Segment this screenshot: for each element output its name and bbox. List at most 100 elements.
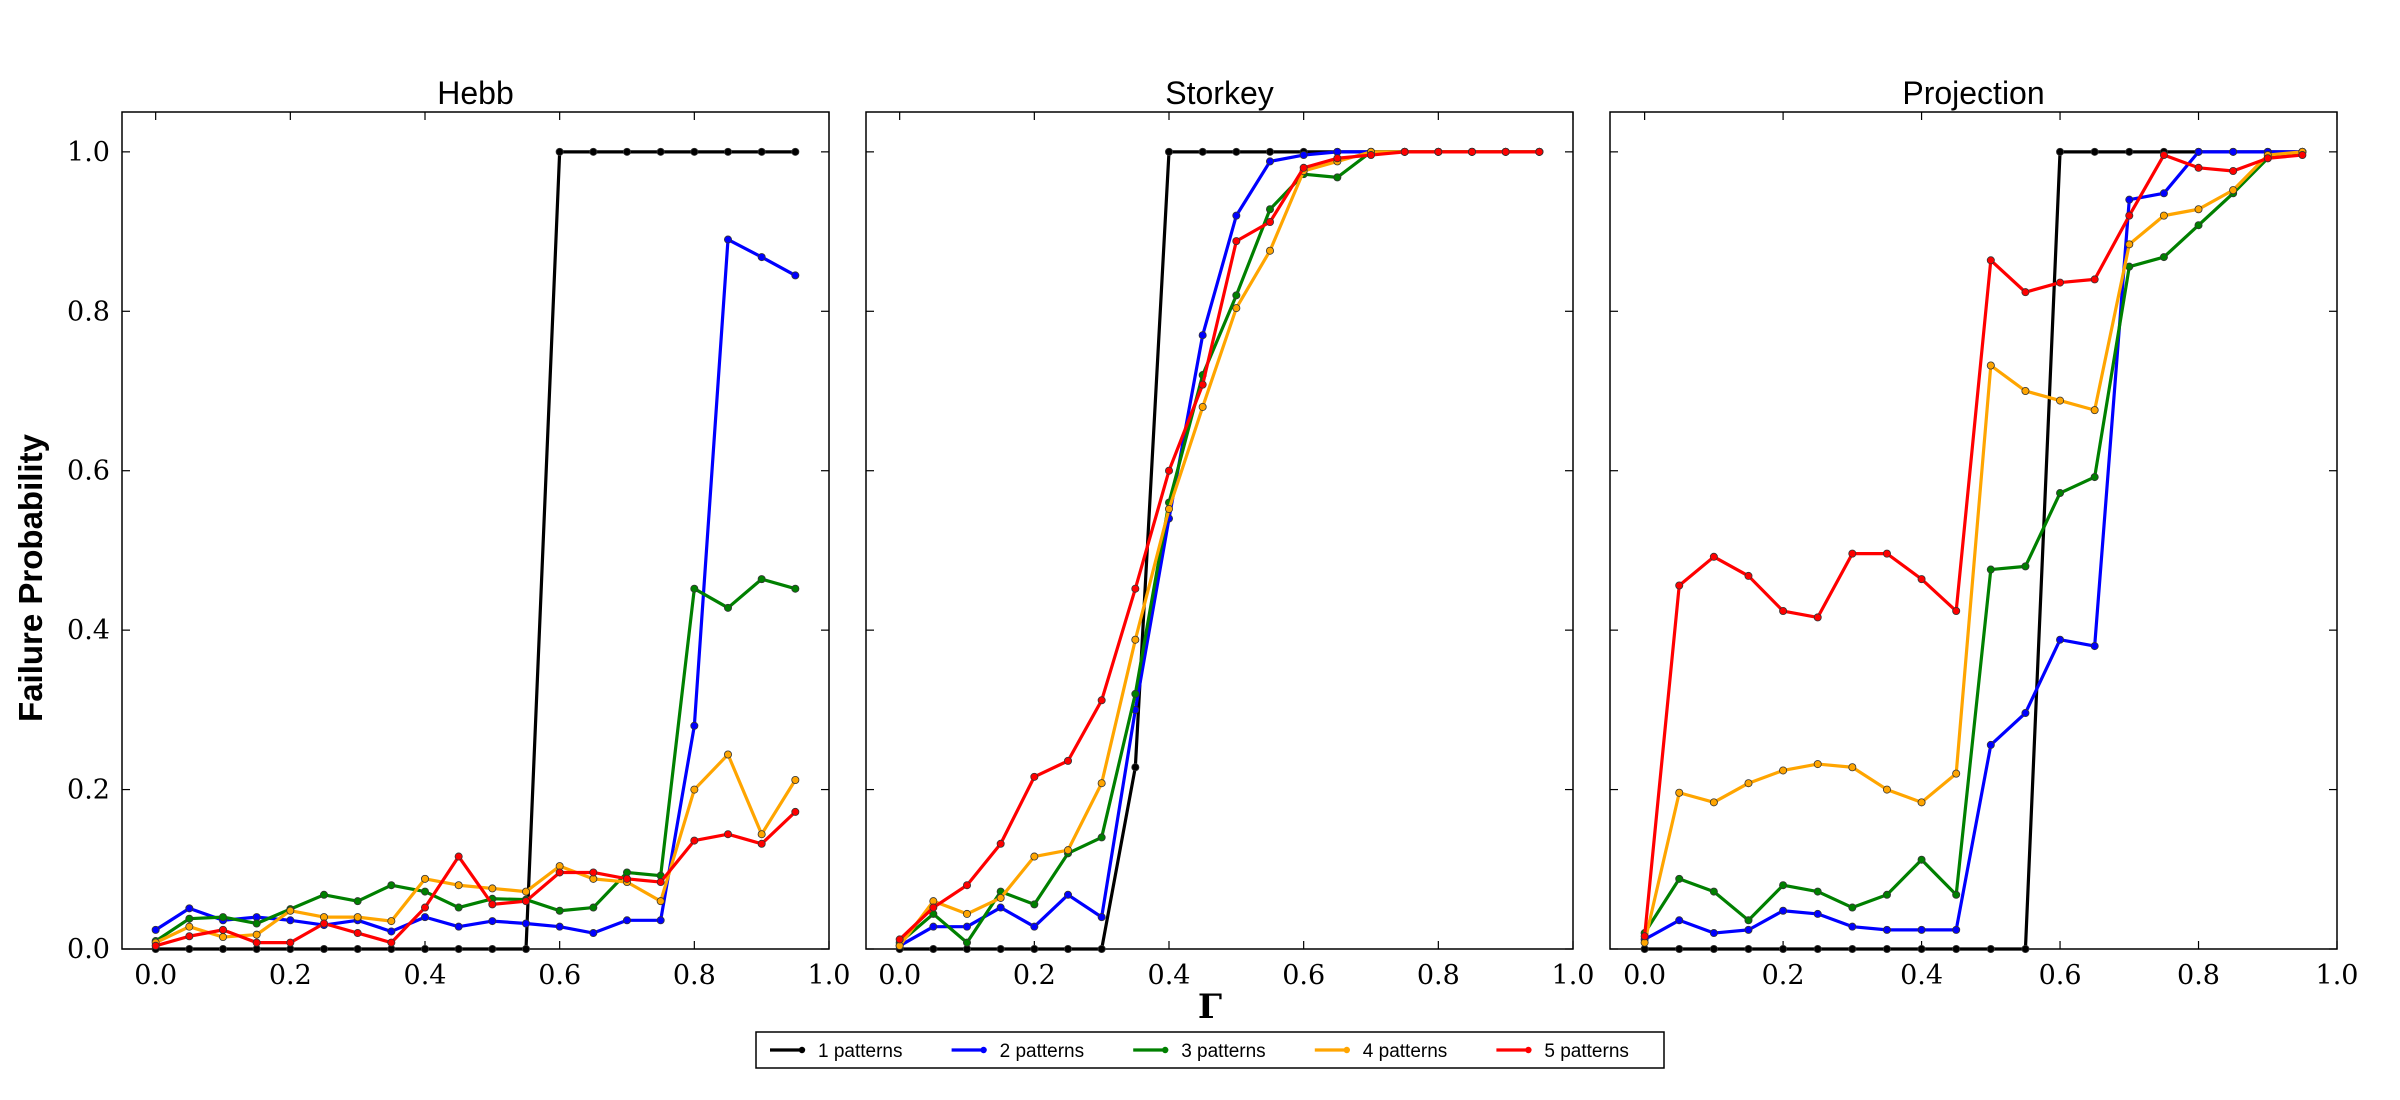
data-point-1-patterns [353, 945, 362, 954]
plot-frame [1609, 111, 2338, 950]
x-tick-label: 1.0 [808, 960, 851, 991]
data-point-1-patterns [218, 945, 227, 954]
x-tick-label: 0.2 [1762, 960, 1805, 991]
data-point-4-patterns [488, 884, 497, 893]
data-point-5-patterns [963, 881, 972, 890]
data-point-5-patterns [2159, 151, 2168, 160]
data-point-1-patterns [757, 147, 766, 156]
data-point-2-patterns [2194, 147, 2203, 156]
data-point-4-patterns [2125, 240, 2134, 249]
data-point-2-patterns [2229, 147, 2238, 156]
data-point-1-patterns [1198, 147, 1207, 156]
data-point-2-patterns [1709, 929, 1718, 938]
data-point-2-patterns [1030, 922, 1039, 931]
data-point-2-patterns [1675, 916, 1684, 925]
data-point-5-patterns [2021, 288, 2030, 297]
data-point-2-patterns [2090, 642, 2099, 651]
data-point-4-patterns [1030, 852, 1039, 861]
data-point-4-patterns [522, 887, 531, 896]
data-point-3-patterns [1986, 565, 1995, 574]
data-point-3-patterns [1848, 903, 1857, 912]
data-point-5-patterns [1501, 147, 1510, 156]
x-tick-label: 0.0 [878, 960, 921, 991]
data-point-4-patterns [2056, 396, 2065, 405]
data-point-2-patterns [1986, 740, 1995, 749]
data-point-2-patterns [2159, 189, 2168, 198]
data-point-2-patterns [1848, 922, 1857, 931]
data-point-3-patterns [690, 584, 699, 593]
data-point-1-patterns [1744, 945, 1753, 954]
data-point-2-patterns [1097, 913, 1106, 922]
data-point-5-patterns [1030, 772, 1039, 781]
series-line-5-patterns [898, 150, 1540, 941]
data-point-2-patterns [1882, 925, 1891, 934]
data-point-4-patterns [1709, 798, 1718, 807]
panel-storkey: Storkey 0.0 0.2 0.4 0.6 0.8 1.0 [865, 75, 1594, 991]
data-point-3-patterns [1675, 874, 1684, 883]
legend-marker [1525, 1046, 1532, 1054]
data-point-5-patterns [2090, 275, 2099, 284]
data-point-5-patterns [2229, 166, 2238, 175]
data-point-5-patterns [1198, 380, 1207, 389]
data-point-4-patterns [1986, 361, 1995, 370]
y-tick-label: 0.6 [67, 456, 110, 487]
panel-title: Projection [1902, 75, 2044, 111]
data-point-4-patterns [2090, 406, 2099, 415]
data-point-4-patterns [1232, 304, 1241, 313]
y-tick-label: 0.0 [67, 934, 110, 965]
data-point-3-patterns [1779, 881, 1788, 890]
x-tick-label: 0.0 [1623, 960, 1666, 991]
data-point-2-patterns [589, 929, 598, 938]
legend-marker [798, 1046, 806, 1054]
data-point-2-patterns [387, 927, 396, 936]
data-point-4-patterns [690, 785, 699, 794]
series-line-1-patterns [155, 150, 796, 951]
data-point-2-patterns [724, 235, 733, 244]
data-point-3-patterns [2194, 221, 2203, 230]
data-point-3-patterns [1744, 916, 1753, 925]
data-point-5-patterns [1535, 147, 1544, 156]
data-point-5-patterns [895, 935, 904, 944]
data-point-2-patterns [488, 917, 497, 926]
data-point-1-patterns [690, 147, 699, 156]
data-point-2-patterns [1744, 925, 1753, 934]
legend-entry: 2 patterns [951, 1041, 1084, 1062]
data-point-3-patterns [724, 603, 733, 612]
data-point-5-patterns [1299, 163, 1308, 172]
data-point-5-patterns [555, 868, 564, 877]
data-point-3-patterns [589, 903, 598, 912]
data-point-5-patterns [724, 830, 733, 839]
data-point-5-patterns [353, 929, 362, 938]
data-point-3-patterns [454, 903, 463, 912]
data-point-1-patterns [522, 945, 531, 954]
data-point-1-patterns [623, 147, 632, 156]
legend-label: 3 patterns [1181, 1041, 1266, 1062]
data-point-3-patterns [1232, 291, 1241, 300]
data-point-2-patterns [555, 922, 564, 931]
data-point-5-patterns [151, 941, 160, 950]
data-point-1-patterns [1675, 945, 1684, 954]
data-point-1-patterns [488, 945, 497, 954]
data-point-2-patterns [1232, 211, 1241, 220]
data-point-4-patterns [252, 930, 261, 939]
panel-title: Storkey [1165, 75, 1273, 111]
data-point-1-patterns [1097, 945, 1106, 954]
y-tick-label: 0.4 [67, 615, 110, 646]
data-point-5-patterns [319, 919, 328, 928]
data-point-2-patterns [757, 253, 766, 262]
data-point-2-patterns [623, 916, 632, 925]
panels-group: Hebb 0.0 0.2 0.4 0.6 0.8 1.0 0.0 0.2 0.4 0.6 0.8 1.0… [67, 75, 2358, 991]
data-point-3-patterns [319, 890, 328, 899]
data-point-3-patterns [1131, 689, 1140, 698]
data-point-3-patterns [791, 584, 800, 593]
x-tick-label: 0.6 [2039, 960, 2082, 991]
data-point-5-patterns [454, 852, 463, 861]
data-point-5-patterns [2194, 163, 2203, 172]
series-line-3-patterns [154, 577, 796, 943]
data-point-5-patterns [1232, 237, 1241, 246]
x-tick-label: 0.6 [538, 960, 581, 991]
x-tick-label: 0.4 [1148, 960, 1191, 991]
data-point-3-patterns [555, 906, 564, 915]
data-point-3-patterns [353, 897, 362, 906]
data-point-2-patterns [656, 916, 665, 925]
